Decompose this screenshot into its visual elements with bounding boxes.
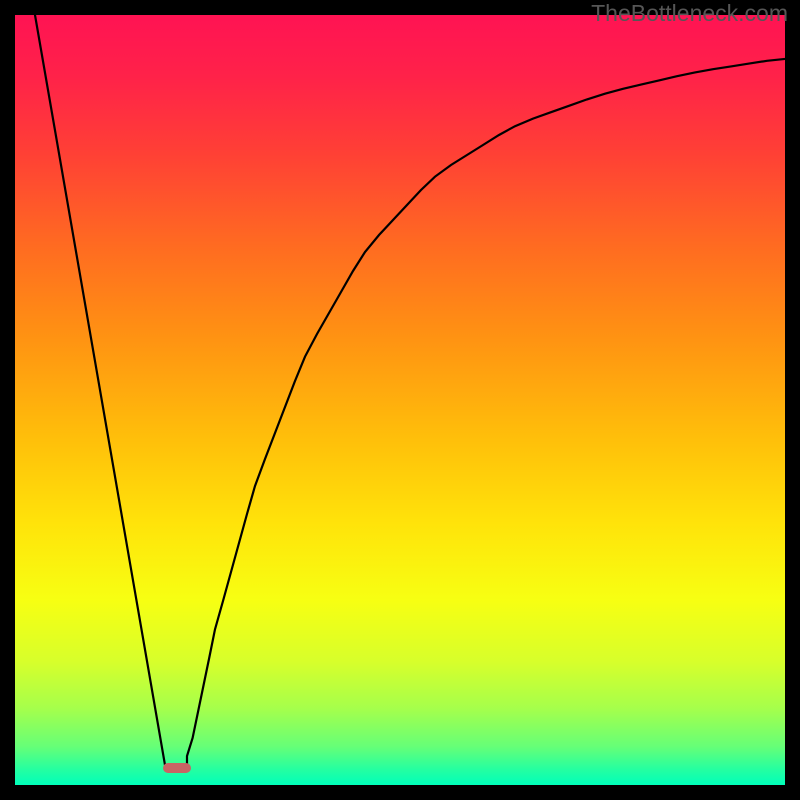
- chart-canvas: [0, 0, 800, 800]
- watermark-text: TheBottleneck.com: [591, 0, 788, 27]
- chart-frame: TheBottleneck.com: [0, 0, 800, 800]
- valley-marker: [163, 763, 191, 773]
- plot-background: [15, 15, 785, 785]
